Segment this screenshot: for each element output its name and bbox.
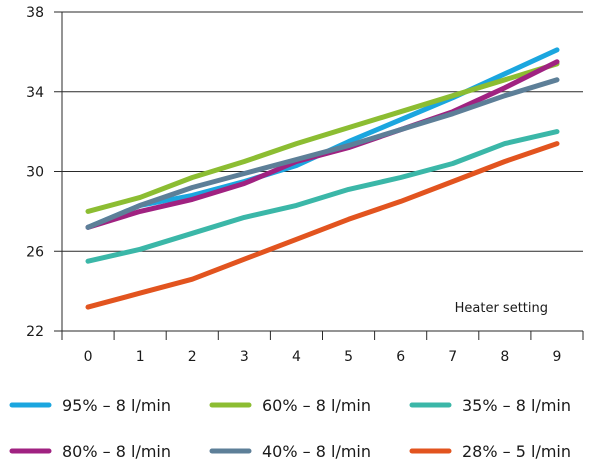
x-tick-label: 5 bbox=[344, 349, 353, 365]
series-line bbox=[85, 129, 560, 264]
legend-label: 60% – 8 l/min bbox=[262, 396, 371, 415]
y-tick-label: 30 bbox=[26, 165, 44, 181]
grid-layer bbox=[54, 11, 583, 332]
y-tick-label: 26 bbox=[26, 244, 44, 260]
legend-label: 35% – 8 l/min bbox=[462, 396, 571, 415]
x-tick-label: 1 bbox=[136, 349, 145, 365]
series-layer bbox=[85, 47, 560, 310]
x-axis-title: Heater setting bbox=[455, 301, 548, 316]
x-tick-label: 8 bbox=[500, 349, 509, 365]
x-tick-label: 0 bbox=[84, 349, 93, 365]
legend-label: 80% – 8 l/min bbox=[62, 442, 171, 461]
x-tick-label: 2 bbox=[188, 349, 197, 365]
x-tick-label: 3 bbox=[240, 349, 249, 365]
x-tick-label: 9 bbox=[552, 349, 561, 365]
series-line bbox=[85, 141, 560, 310]
legend-label: 40% – 8 l/min bbox=[262, 442, 371, 461]
y-tick-label: 22 bbox=[26, 324, 44, 340]
x-tick-label: 4 bbox=[292, 349, 301, 365]
y-tick-label: 34 bbox=[26, 85, 44, 101]
x-tick-label: 7 bbox=[448, 349, 457, 365]
legend-label: 95% – 8 l/min bbox=[62, 396, 171, 415]
x-tick-label: 6 bbox=[396, 349, 405, 365]
legend: 95% – 8 l/min 60% – 8 l/min 35% – 8 l/min 8… bbox=[9, 396, 571, 461]
y-tick-label: 38 bbox=[26, 5, 44, 21]
series-line bbox=[85, 61, 560, 214]
series-line bbox=[85, 77, 560, 230]
legend-label: 28% – 5 l/min bbox=[462, 442, 571, 461]
